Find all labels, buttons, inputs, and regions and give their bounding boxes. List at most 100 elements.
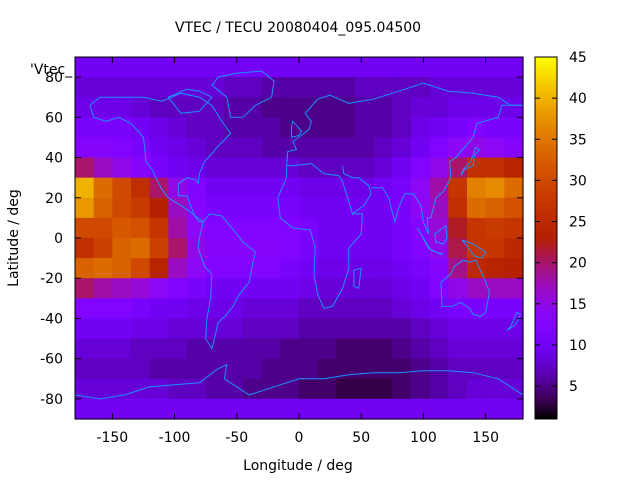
coastline [440, 259, 490, 317]
heatmap-cell [317, 117, 337, 139]
heatmap-cell [205, 177, 225, 199]
heatmap-cell [112, 117, 132, 139]
heatmap-cell [448, 137, 468, 159]
y-tick-label: 80 [45, 70, 63, 86]
heatmap-cell [485, 137, 505, 159]
heatmap-cell [504, 77, 524, 98]
coastline [461, 239, 487, 259]
heatmap-cell [243, 137, 263, 159]
heatmap-cell [261, 318, 281, 340]
heatmap-cell [205, 338, 225, 360]
heatmap-cell [504, 338, 524, 360]
heatmap-cell [373, 97, 393, 118]
heatmap-cell [504, 97, 524, 118]
heatmap-cell [373, 117, 393, 139]
colorbar-tick-label: 30 [569, 173, 587, 189]
heatmap-cell [168, 298, 188, 320]
heatmap-cell [485, 398, 505, 420]
heatmap-cell [280, 77, 300, 98]
heatmap-cell [224, 197, 244, 219]
heatmap-cell [373, 57, 393, 78]
heatmap-cell [168, 318, 188, 340]
y-tick-label: -60 [40, 352, 63, 368]
heatmap-cell [411, 77, 431, 98]
heatmap-cell [112, 57, 132, 78]
heatmap-cell [261, 157, 281, 179]
heatmap-cell [336, 398, 356, 420]
heatmap-cell [149, 197, 169, 219]
heatmap-cell [75, 258, 95, 279]
heatmap-cell [112, 278, 132, 299]
heatmap-cell [168, 57, 188, 78]
key-label: 'Vtec_ [30, 62, 73, 78]
heatmap-cell [411, 278, 431, 299]
heatmap-cell [168, 77, 188, 98]
heatmap-cell [429, 77, 449, 98]
heatmap-cell [336, 278, 356, 299]
x-tick-label: -150 [96, 430, 128, 446]
heatmap-cell [317, 137, 337, 159]
heatmap-cell [411, 398, 431, 420]
heatmap-cell [467, 358, 487, 380]
heatmap-cell [75, 57, 95, 78]
coastline [291, 120, 303, 138]
heatmap-cell [149, 378, 169, 400]
colorbar [534, 56, 558, 420]
heatmap-cell [224, 137, 244, 159]
y-tick-label: -40 [40, 311, 63, 327]
heatmap-cell [280, 298, 300, 320]
heatmap-cell [168, 398, 188, 420]
heatmap-cell [429, 338, 449, 360]
heatmap-cell [299, 398, 319, 420]
heatmap-cell [187, 177, 207, 199]
heatmap-cell [93, 177, 113, 199]
heatmap-cell [112, 217, 132, 239]
heatmap-cell [429, 378, 449, 400]
heatmap-cell [299, 318, 319, 340]
heatmap-cell [317, 217, 337, 239]
heatmap-cell [224, 77, 244, 98]
heatmap-cell [131, 177, 151, 199]
heatmap-cell [317, 177, 337, 199]
heatmap-cell [168, 217, 188, 239]
heatmap-cell [299, 137, 319, 159]
heatmap-cell [75, 378, 95, 400]
heatmap-cell [131, 318, 151, 340]
heatmap-cell [467, 338, 487, 360]
heatmap-cell [411, 97, 431, 118]
y-tick-label: -20 [40, 271, 63, 287]
heatmap-cell [112, 177, 132, 199]
heatmap-cell [280, 338, 300, 360]
heatmap-cell [355, 57, 375, 78]
heatmap-cell [504, 398, 524, 420]
heatmap-cell [355, 217, 375, 239]
heatmap-cell [243, 197, 263, 219]
heatmap-cell [485, 298, 505, 320]
heatmap-cell [448, 278, 468, 299]
heatmap-cell [149, 137, 169, 159]
heatmap-cell [392, 77, 412, 98]
heatmap-cell [243, 318, 263, 340]
coastline [211, 70, 275, 118]
heatmap-cell [149, 358, 169, 380]
heatmap-cell [224, 378, 244, 400]
heatmap-cell [280, 358, 300, 380]
heatmap-cell [317, 197, 337, 219]
x-tick-label: -100 [159, 430, 191, 446]
heatmap-cell [131, 338, 151, 360]
heatmap-cell [243, 117, 263, 139]
heatmap-cell [224, 398, 244, 420]
colorbar-tick-label: 35 [569, 132, 587, 148]
heatmap-cell [75, 137, 95, 159]
heatmap-cell [75, 358, 95, 380]
heatmap-cell [131, 298, 151, 320]
heatmap-layer [75, 57, 524, 420]
colorbar-tick-label: 15 [569, 297, 587, 313]
heatmap-cell [429, 217, 449, 239]
heatmap-cell [149, 338, 169, 360]
heatmap-cell [187, 137, 207, 159]
heatmap-cell [75, 97, 95, 118]
heatmap-cell [355, 197, 375, 219]
heatmap-cell [411, 298, 431, 320]
heatmap-cell [187, 57, 207, 78]
